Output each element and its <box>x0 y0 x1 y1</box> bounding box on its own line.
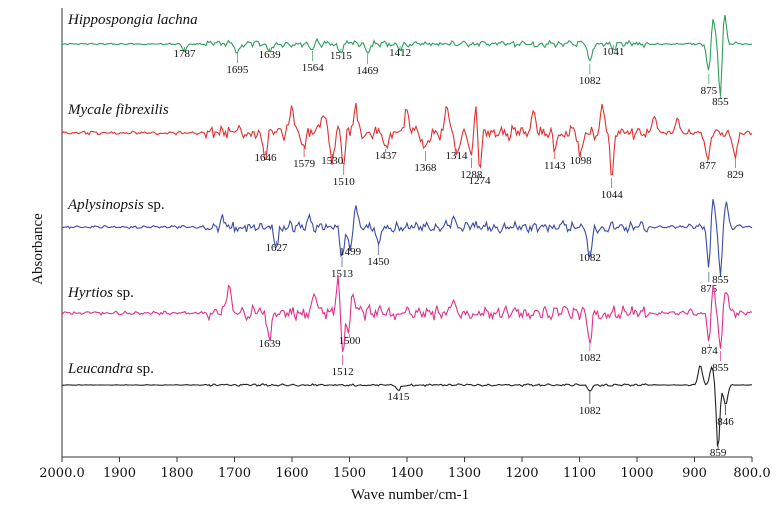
series-line <box>61 275 753 352</box>
series-name-italic: Mycale fibrexilis <box>67 102 169 118</box>
x-tick-label: 1400 <box>390 466 423 481</box>
x-axis-title: Wave number/cm-1 <box>351 487 469 503</box>
chart-axes: 2000.0 1900 1800 1700 1600 1500 1400 1300 1200 11… <box>39 8 771 481</box>
peak-label: 1288 <box>460 169 483 181</box>
peak-label: 1044 <box>601 189 624 201</box>
peak-label: 1098 <box>570 155 593 167</box>
peak-label: 855 <box>712 96 729 108</box>
peak-label: 1415 <box>387 391 410 403</box>
peak-label: 829 <box>727 169 744 181</box>
series-line <box>61 103 753 176</box>
peak-label: 1627 <box>265 242 288 254</box>
series-name: Leucandra sp. <box>67 361 154 377</box>
series-name: Hyrtios sp. <box>67 285 134 301</box>
peak-label: 1564 <box>302 62 325 74</box>
peak-label: 1469 <box>356 65 379 77</box>
x-tick-label: 1800 <box>160 466 193 481</box>
series-0: Hippospongia lachna178716951639156415151… <box>61 12 753 108</box>
x-tick-label: 800.0 <box>733 466 770 481</box>
series-name-suffix: sp. <box>113 285 134 301</box>
series-name: Aplysinopsis sp. <box>67 197 165 213</box>
peak-label: 1579 <box>293 158 316 170</box>
x-tick-label: 1200 <box>505 466 538 481</box>
peak-label: 855 <box>712 362 729 374</box>
peak-label: 1512 <box>332 366 354 378</box>
x-tick-label: 1000 <box>620 466 653 481</box>
peak-label: 1314 <box>445 150 468 162</box>
peak-label: 859 <box>710 447 727 459</box>
x-tick-label: 1600 <box>275 466 308 481</box>
peak-label: 1787 <box>173 48 196 60</box>
peak-label: 874 <box>701 345 718 357</box>
peak-label: 1639 <box>259 49 282 61</box>
x-tick-label: 1900 <box>103 466 136 481</box>
peak-label: 1510 <box>333 176 356 188</box>
series-1: Mycale fibrexilis 1646 1579 1530 1510 1437 136… <box>61 102 753 201</box>
peak-label: 1041 <box>602 46 624 58</box>
peak-label: 1646 <box>255 152 278 164</box>
series-name-italic: Hyrtios <box>67 285 113 301</box>
peak-label: 1368 <box>414 162 437 174</box>
peak-label: 1437 <box>375 150 398 162</box>
x-tick-label: 1100 <box>563 466 596 481</box>
series-name-suffix: sp. <box>144 197 165 213</box>
series-layer: Hippospongia lachna178716951639156415151… <box>61 12 753 459</box>
x-tick-label: 1700 <box>218 466 251 481</box>
peak-label: 1500 <box>339 335 362 347</box>
series-4: Leucandra sp. 1415 1082 859 846 <box>61 361 753 459</box>
peak-label: 1082 <box>579 352 601 364</box>
peak-label: 877 <box>699 160 716 172</box>
peak-label: 1530 <box>321 155 344 167</box>
series-name: Mycale fibrexilis <box>67 102 169 118</box>
peak-label: 1082 <box>579 405 601 417</box>
series-name-suffix: sp. <box>133 361 154 377</box>
series-name: Hippospongia lachna <box>67 12 198 28</box>
series-name-italic: Aplysinopsis <box>67 197 144 213</box>
peak-label: 1450 <box>367 256 390 268</box>
peak-label: 1412 <box>389 47 411 59</box>
series-line <box>61 198 753 276</box>
peak-label: 875 <box>701 85 718 97</box>
peak-label: 1695 <box>226 64 249 76</box>
x-tick-label: 2000.0 <box>39 466 85 481</box>
series-3: Hyrtios sp. 1639 1512 1500 1082 874 855 <box>61 275 753 378</box>
peak-label: 1274 <box>468 175 491 187</box>
series-line <box>61 14 753 96</box>
peak-label: 1143 <box>544 160 566 172</box>
series-name-italic: Hippospongia lachna <box>67 12 198 28</box>
peak-label: 1639 <box>259 338 282 350</box>
y-axis-title: Absorbance <box>30 213 46 285</box>
x-tick-label: 1500 <box>333 466 366 481</box>
x-tick-label: 1300 <box>448 466 481 481</box>
peak-label: 855 <box>712 274 729 286</box>
peak-label: 1513 <box>331 268 354 280</box>
x-tick-label: 900 <box>682 466 707 481</box>
peak-label: 1515 <box>330 50 353 62</box>
peak-label: 1082 <box>579 75 601 87</box>
peak-label: 846 <box>717 416 734 428</box>
peak-label: 1082 <box>579 252 601 264</box>
series-line <box>61 365 753 447</box>
peak-label: 1499 <box>339 246 362 258</box>
series-name-italic: Leucandra <box>67 361 133 377</box>
